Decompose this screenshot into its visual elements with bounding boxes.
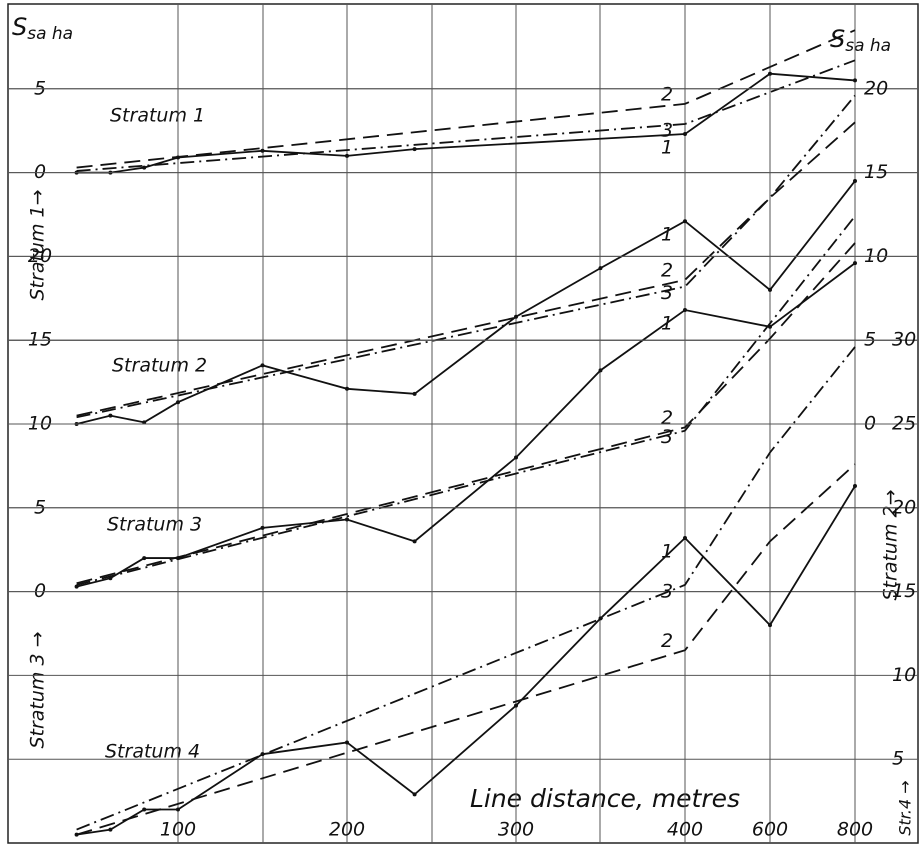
- y-tick-label: 5: [892, 748, 904, 770]
- series-line: [76, 242, 856, 585]
- point: [74, 584, 79, 589]
- point: [768, 287, 772, 292]
- unit-symbol: S: [830, 25, 845, 53]
- series-label: 2: [661, 630, 673, 652]
- point: [768, 71, 772, 76]
- y-tick-label: 15: [892, 580, 916, 602]
- point: [412, 792, 417, 797]
- series-line: [76, 463, 856, 836]
- x-tick-label: 400: [667, 819, 703, 841]
- y-tick-label: 15: [864, 161, 888, 183]
- series-label: 1: [661, 540, 673, 562]
- stratum-title: Stratum 1: [110, 105, 205, 127]
- series-line: [76, 485, 856, 836]
- point: [412, 539, 417, 544]
- series-label: 3: [661, 282, 673, 304]
- series-label: 2: [661, 259, 673, 281]
- series-line: [76, 94, 856, 419]
- point: [260, 525, 265, 530]
- y-unit-left: Ssa ha: [12, 13, 73, 44]
- series-label: 1: [661, 137, 673, 159]
- series-line: [76, 346, 856, 831]
- point: [108, 827, 113, 832]
- series-line: [76, 121, 856, 417]
- point: [176, 400, 180, 405]
- point: [853, 78, 857, 83]
- point: [345, 517, 349, 522]
- y-axis-label: Stratum 1→: [27, 189, 49, 300]
- y-axis-label: Stratum 3 →: [27, 631, 49, 748]
- point: [683, 132, 687, 137]
- point: [514, 314, 518, 319]
- series-label: 1: [661, 224, 673, 246]
- series-label: 2: [661, 83, 673, 105]
- point: [853, 178, 857, 183]
- y-tick-label: 20: [892, 496, 916, 518]
- y-tick-label: 10: [892, 664, 916, 686]
- point: [514, 455, 518, 460]
- series-label: 3: [661, 426, 673, 448]
- x-tick-label: 300: [498, 819, 534, 841]
- point: [108, 413, 113, 418]
- y-tick-label: 20: [864, 77, 888, 99]
- x-axis-label: Line distance, metres: [470, 784, 740, 813]
- y-tick-label: 25: [892, 413, 916, 435]
- x-tick-label: 600: [752, 819, 788, 841]
- series-line: [76, 180, 856, 425]
- point: [598, 266, 603, 271]
- stratum-title: Stratum 3: [107, 514, 202, 536]
- unit-subscript: sa ha: [27, 24, 73, 44]
- point: [412, 391, 417, 396]
- unit-subscript: sa ha: [845, 36, 891, 56]
- y-axis-label: Str.4 →: [896, 780, 915, 835]
- x-tick-label: 800: [837, 819, 873, 841]
- point: [412, 147, 417, 152]
- point: [142, 420, 147, 425]
- y-axis-label: Stratum 2→: [880, 489, 902, 600]
- series-label: 3: [661, 580, 673, 602]
- stratum-title: Stratum 4: [105, 741, 200, 763]
- point: [345, 153, 349, 158]
- series-line: [76, 59, 856, 172]
- point: [345, 386, 349, 391]
- point: [260, 148, 265, 153]
- point: [176, 807, 180, 812]
- point: [142, 556, 147, 561]
- y-tick-label: 20: [28, 245, 52, 267]
- point: [345, 740, 349, 745]
- point: [853, 484, 857, 489]
- series-line: [76, 29, 856, 169]
- point: [142, 807, 147, 812]
- unit-symbol: S: [12, 13, 27, 41]
- point: [142, 165, 147, 170]
- point: [853, 261, 857, 266]
- series-label: 2: [661, 407, 673, 429]
- point: [683, 308, 687, 313]
- series-label: 1: [661, 313, 673, 335]
- x-tick-label: 200: [329, 819, 365, 841]
- stratum-title: Stratum 2: [112, 355, 207, 377]
- y-tick-label: 30: [892, 329, 916, 351]
- point: [683, 535, 687, 540]
- point: [768, 623, 772, 628]
- point: [598, 368, 603, 373]
- point: [514, 703, 518, 708]
- series-line: [76, 262, 856, 588]
- series-label: 3: [661, 119, 673, 141]
- point: [260, 363, 265, 368]
- point: [683, 219, 687, 224]
- y-unit-right: Ssa ha: [830, 25, 891, 56]
- x-tick-label: 100: [160, 819, 196, 841]
